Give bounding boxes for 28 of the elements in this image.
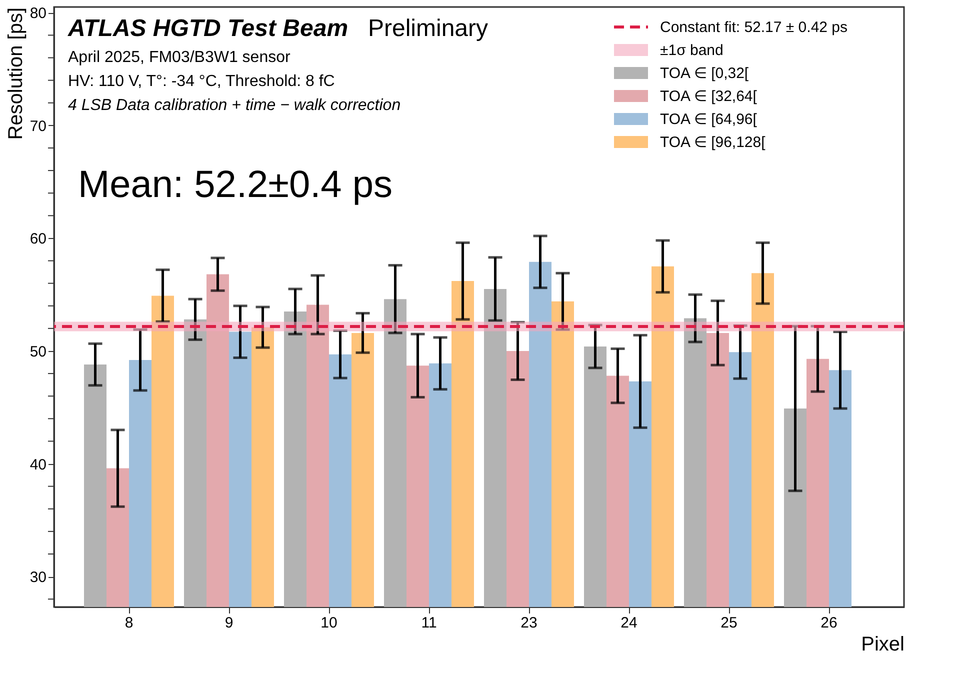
y-tick-label: 60 (30, 230, 46, 248)
legend-label: TOA ∈ [0,32[ (660, 65, 750, 82)
x-axis-title: Pixel (861, 634, 904, 656)
annotation: 4 LSB Data calibration + time − walk correction (68, 97, 401, 114)
legend-label: ±1σ band (660, 42, 724, 59)
x-tick-label: 10 (320, 614, 338, 632)
annotation: Mean: 52.2±0.4 ps (78, 164, 393, 206)
y-tick-label: 50 (30, 343, 46, 360)
x-tick-label: 8 (124, 614, 134, 632)
y-tick-label: 40 (30, 456, 46, 474)
legend-label: TOA ∈ [32,64[ (660, 88, 758, 105)
legend-label: TOA ∈ [96,128[ (660, 134, 766, 151)
annotation: HV: 110 V, T°: -34 °C, Threshold: 8 fC (68, 73, 335, 90)
y-tick-label: 30 (30, 569, 46, 586)
y-tick-label: 80 (30, 5, 46, 22)
chart-subtitle: Preliminary (368, 15, 488, 42)
y-axis-title: Resolution [ps] (4, 8, 27, 140)
x-tick-label: 11 (421, 614, 437, 632)
annotation: April 2025, FM03/B3W1 sensor (68, 49, 291, 66)
x-tick-label: 23 (520, 614, 538, 632)
x-tick-label: 9 (224, 614, 234, 632)
x-tick-label: 24 (620, 614, 638, 632)
x-tick-label: 25 (720, 614, 738, 632)
x-tick-label: 26 (820, 614, 838, 632)
legend-label: TOA ∈ [64,96[ (660, 111, 758, 128)
legend-label: Constant fit: 52.17 ± 0.42 ps (660, 19, 848, 36)
y-tick-label: 70 (30, 118, 46, 135)
chart-title: ATLAS HGTD Test Beam (67, 15, 348, 42)
